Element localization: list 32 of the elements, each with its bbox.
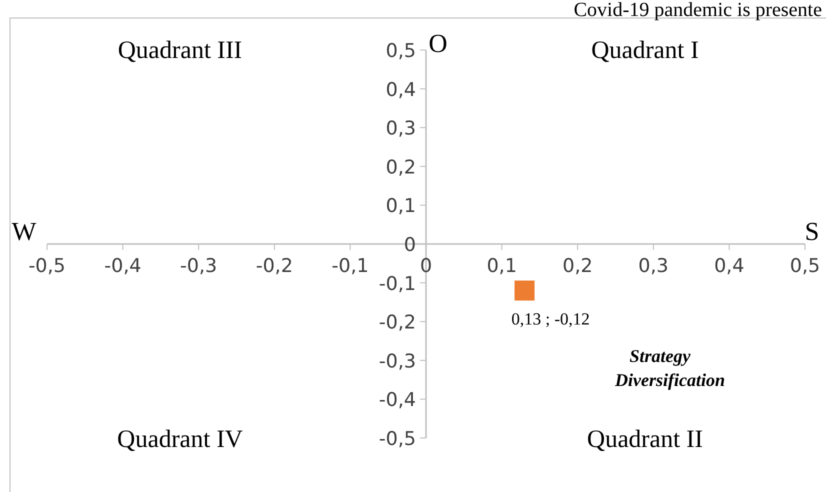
y-tick-label: 0,5	[386, 40, 416, 62]
annotation: O	[428, 29, 448, 58]
annotation: S	[804, 217, 820, 246]
x-tick-label: 0,5	[790, 255, 820, 277]
annotation: Quadrant II	[587, 426, 703, 453]
y-tick-label: 0,1	[386, 195, 416, 218]
x-tick-label: -0,5	[28, 255, 66, 277]
x-tick-label: -0,1	[332, 255, 369, 277]
text: W	[12, 217, 37, 246]
y-tick-label: -0,5	[378, 428, 416, 450]
data-label: 0,13 ; -0,12	[511, 310, 590, 329]
x-tick-label: 0	[420, 255, 432, 277]
x-tick-label: -0,3	[180, 255, 218, 277]
annotation: Strategy Diversification	[614, 346, 725, 390]
x-tick-label: -0,2	[256, 255, 293, 277]
y-tick-label: 0,2	[386, 156, 416, 178]
y-tick-label: -0,2	[378, 312, 416, 334]
y-tick-label: -0,4	[378, 389, 416, 412]
y-tick-label: 0	[404, 234, 416, 256]
y-tick-label: -0,3	[378, 350, 416, 372]
annotation: Quadrant III	[118, 37, 242, 64]
text: Covid-19 pandemic is presente	[574, 0, 822, 21]
annotation: Quadrant IV	[117, 426, 243, 453]
annotation: Quadrant I	[591, 37, 699, 64]
y-tick-label: 0,3	[386, 118, 416, 140]
x-tick-label: 0,4	[714, 255, 744, 277]
x-tick-label: 0,2	[562, 255, 593, 277]
x-tick-label: 0,3	[638, 255, 669, 277]
x-tick-label: -0,4	[104, 255, 142, 277]
x-tick-label: 0,1	[486, 255, 517, 277]
y-tick-label: -0,1	[378, 272, 416, 295]
y-tick-label: 0,4	[386, 78, 416, 101]
